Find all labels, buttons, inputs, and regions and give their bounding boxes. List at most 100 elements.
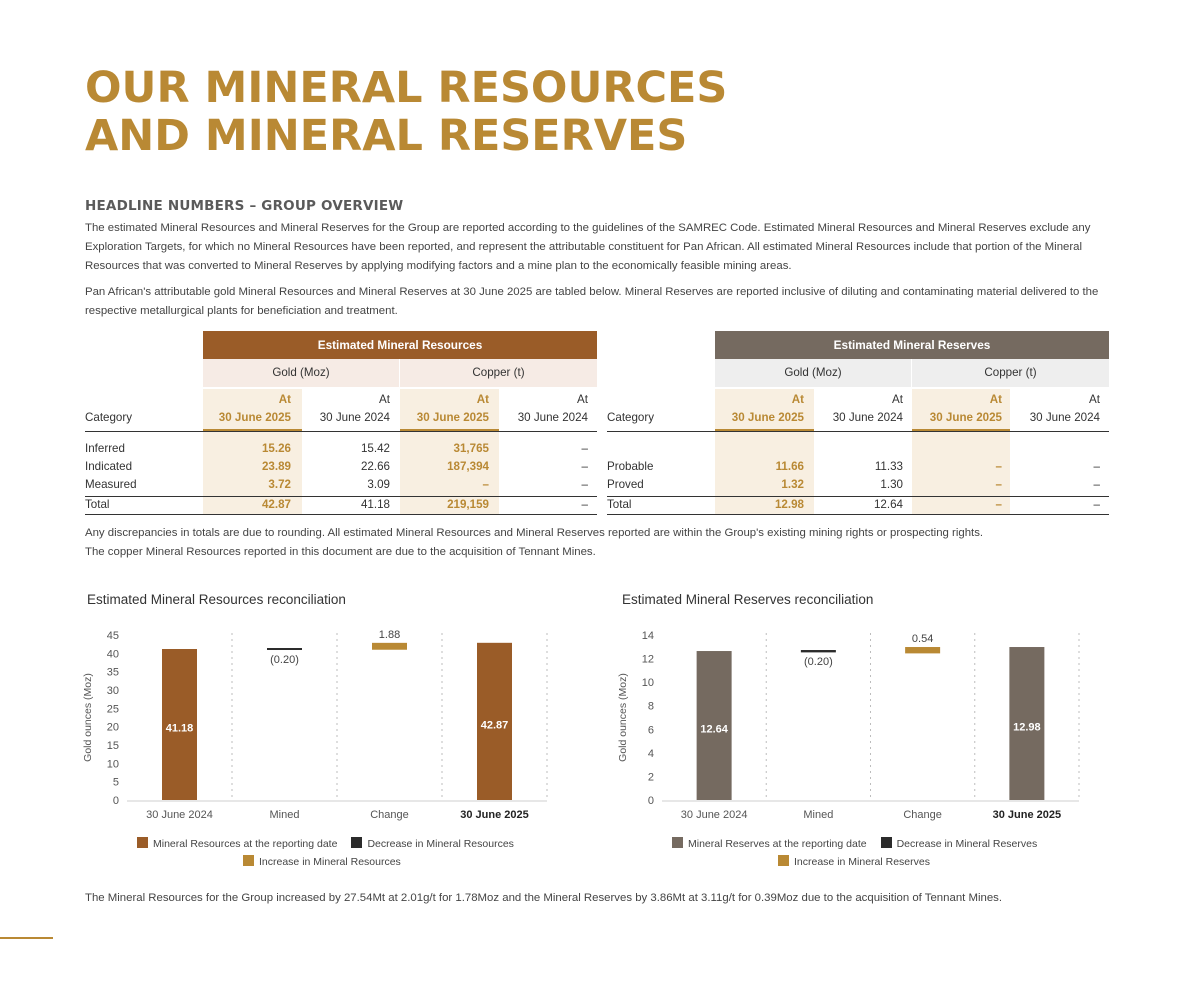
legend-swatch-increase xyxy=(778,855,789,866)
reserves-table-highlight-underline-0 xyxy=(715,429,814,432)
resources-table-row-category: Measured xyxy=(85,478,137,491)
chart-legend: Mineral Resources at the reporting date D… xyxy=(137,837,528,868)
legend-swatch-decrease xyxy=(351,837,363,848)
chart-legend: Mineral Reserves at the reporting date De… xyxy=(672,837,1051,868)
discrepancy-note-line-1: Any discrepancies in totals are due to r… xyxy=(85,527,984,539)
legend-label-total: Mineral Reserves at the reporting date xyxy=(688,838,867,850)
resources-table-copper-header: Copper (t) xyxy=(400,359,597,387)
y-tick-label: 25 xyxy=(107,703,119,715)
reserves-table-row-value: – xyxy=(995,498,1002,511)
bar-decrease-label: (0.20) xyxy=(804,656,833,668)
x-tick-label: Mined xyxy=(803,809,833,821)
reserves-table-copper-header: Copper (t) xyxy=(912,359,1109,387)
y-tick-label: 45 xyxy=(107,630,119,642)
y-tick-label: 2 xyxy=(648,771,654,783)
legend-item-decrease: Decrease in Mineral Resources xyxy=(351,837,514,850)
resources-table-header-rule xyxy=(85,431,597,432)
legend-row-2: Increase in Mineral Reserves xyxy=(672,855,1051,868)
chart-title: Estimated Mineral Reserves reconciliatio… xyxy=(622,592,874,607)
bar-total-label: 42.87 xyxy=(481,719,509,731)
legend-label-decrease: Decrease in Mineral Resources xyxy=(367,838,514,850)
y-tick-label: 40 xyxy=(107,648,119,660)
reserves-table-highlight-col-0 xyxy=(715,389,814,514)
reserves-table-col-at-1: At xyxy=(892,393,903,406)
resources-table-row-category: Inferred xyxy=(85,442,125,455)
reserves-table-total-rule-bottom xyxy=(607,514,1109,515)
resources-table-col-date-0: 30 June 2025 xyxy=(218,411,291,424)
reserves-table-gold-header: Gold (Moz) xyxy=(715,359,911,387)
y-axis-label: Gold ounces (Moz) xyxy=(82,673,94,762)
y-tick-label: 0 xyxy=(648,795,654,807)
intro-paragraph: The estimated Mineral Resources and Mine… xyxy=(85,222,1091,272)
resources-table-row-value: 219,159 xyxy=(447,498,489,511)
discrepancy-note-line-2: The copper Mineral Resources reported in… xyxy=(85,546,596,558)
resources-table: Estimated Mineral Resources Gold (Moz) Cop… xyxy=(0,331,600,521)
bar-increase xyxy=(905,647,941,654)
bar-total xyxy=(477,642,512,800)
resources-table-row-category: Total xyxy=(85,498,110,511)
reserves-table-col-at-2: At xyxy=(989,393,1002,406)
resources-table-col-date-3: 30 June 2024 xyxy=(517,411,588,424)
reserves-table-row-value: 12.98 xyxy=(774,498,804,511)
resources-table-col-at-3: At xyxy=(577,393,588,406)
resources-table-row-value: 3.72 xyxy=(268,478,291,491)
resources-table-category-header: Category xyxy=(85,411,133,424)
discrepancy-note: Any discrepancies in totals are due to r… xyxy=(85,524,1115,562)
resources-table-row-value: 15.26 xyxy=(261,442,291,455)
legend-swatch-decrease xyxy=(880,837,892,848)
x-tick-label: 30 June 2025 xyxy=(993,809,1062,821)
legend-label-total: Mineral Resources at the reporting date xyxy=(153,838,338,850)
resources-table-row-value: – xyxy=(482,478,489,491)
legend-item-increase: Increase in Mineral Reserves xyxy=(778,855,930,868)
resources-table-band: Estimated Mineral Resources xyxy=(203,331,597,359)
reserves-table-highlight-underline-1 xyxy=(912,429,1010,432)
reserves-table-highlight-col-1 xyxy=(912,389,1010,514)
resources-table-row-category: Indicated xyxy=(85,460,133,473)
y-tick-label: 20 xyxy=(107,722,119,734)
reserves-table-total-rule-top xyxy=(607,496,1109,497)
reserves-table-row-value: – xyxy=(995,460,1002,473)
reserves-table-row-category: Total xyxy=(607,498,632,511)
page-title: OUR MINERAL RESOURCES AND MINERAL RESERV… xyxy=(85,64,727,160)
resources-table-total-rule-top xyxy=(85,496,597,497)
y-tick-label: 35 xyxy=(107,667,119,679)
resources-table-row-value: – xyxy=(581,498,588,511)
reserves-table-category-header: Category xyxy=(607,411,655,424)
y-tick-label: 10 xyxy=(107,758,119,770)
chart-title: Estimated Mineral Resources reconciliati… xyxy=(87,592,346,607)
bar-increase xyxy=(372,642,407,650)
bar-total-label: 12.64 xyxy=(700,724,728,736)
resources-table-row-value: 22.66 xyxy=(360,460,390,473)
resources-table-highlight-col-1 xyxy=(400,389,499,514)
resources-table-row-value: 15.42 xyxy=(360,442,390,455)
resources-table-highlight-underline-0 xyxy=(203,429,302,432)
x-tick-label: Mined xyxy=(270,809,300,821)
legend-item-increase: Increase in Mineral Resources xyxy=(243,855,401,868)
reserves-table-row-value: – xyxy=(1093,498,1100,511)
page-title-line-1: OUR MINERAL RESOURCES xyxy=(85,63,728,113)
resources-table-col-at-0: At xyxy=(278,393,291,406)
reserves-table-col-date-1: 30 June 2024 xyxy=(832,411,903,424)
resources-table-col-at-2: At xyxy=(476,393,489,406)
reserves-table-row-value: 11.66 xyxy=(775,460,804,473)
resources-table-row-value: 187,394 xyxy=(447,460,489,473)
bar-total-label: 12.98 xyxy=(1013,722,1041,734)
y-tick-label: 30 xyxy=(107,685,119,697)
y-tick-label: 14 xyxy=(642,630,654,642)
bar-total xyxy=(1009,647,1045,800)
table-intro-paragraph: Pan African's attributable gold Mineral … xyxy=(85,286,1099,317)
legend-row-2: Increase in Mineral Resources xyxy=(137,855,528,868)
y-tick-label: 6 xyxy=(648,724,654,736)
legend-label-decrease: Decrease in Mineral Reserves xyxy=(896,838,1038,850)
reserves-table-row-value: – xyxy=(1093,478,1100,491)
resources-table-row-value: – xyxy=(581,460,588,473)
x-tick-label: Change xyxy=(903,809,942,821)
resources-table-row-value: – xyxy=(581,478,588,491)
resources-table-row-value: 31,765 xyxy=(453,442,489,455)
legend-row-1: Mineral Reserves at the reporting date De… xyxy=(672,837,1051,850)
reserves-table-row-value: – xyxy=(995,478,1002,491)
resources-table-col-date-2: 30 June 2025 xyxy=(416,411,489,424)
reserves-table-col-date-3: 30 June 2024 xyxy=(1029,411,1100,424)
y-tick-label: 15 xyxy=(107,740,119,752)
bar-total-label: 41.18 xyxy=(166,723,194,735)
